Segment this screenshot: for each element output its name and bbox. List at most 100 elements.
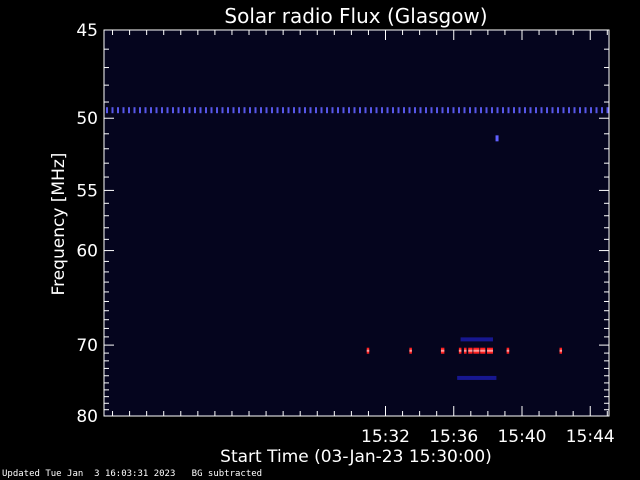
- footer-status: Updated Tue Jan 3 16:03:31 2023 BG subtr…: [2, 469, 262, 479]
- burst-core: [468, 349, 473, 352]
- emission-line-segment: [232, 107, 235, 114]
- emission-line-segment: [150, 107, 152, 114]
- emission-line-segment: [287, 107, 290, 114]
- emission-line-segment: [403, 107, 405, 114]
- emission-line-segment: [298, 107, 301, 114]
- emission-line-segment: [441, 107, 444, 114]
- emission-line-segment: [331, 107, 334, 114]
- emission-line-segment: [595, 107, 598, 114]
- burst-core: [366, 349, 370, 352]
- isolated-spike: [495, 135, 499, 142]
- emission-line-segment: [227, 107, 229, 114]
- emission-line-segment: [397, 107, 400, 114]
- emission-line-segment: [243, 107, 246, 114]
- emission-line-segment: [276, 107, 279, 114]
- updated-timestamp: Updated Tue Jan 3 16:03:31 2023: [2, 469, 176, 479]
- x-tick-label: 15:36: [429, 427, 478, 447]
- emission-line-segment: [337, 107, 339, 114]
- emission-line-segment: [452, 107, 455, 114]
- emission-line-segment: [216, 107, 218, 114]
- emission-line-segment: [447, 107, 449, 114]
- emission-line-segment: [518, 107, 521, 114]
- faint-band: [460, 337, 493, 342]
- emission-line-segment: [133, 107, 136, 114]
- emission-line-segment: [568, 107, 570, 114]
- emission-line-segment: [172, 107, 174, 114]
- emission-line-segment: [199, 107, 202, 114]
- x-tick-label: 15:40: [497, 427, 546, 447]
- emission-line-segment: [293, 107, 295, 114]
- emission-line-segment: [326, 107, 328, 114]
- x-tick-label: 15:32: [361, 427, 410, 447]
- burst-core: [440, 349, 445, 352]
- emission-line-segment: [161, 107, 163, 114]
- emission-line-segment: [606, 107, 609, 114]
- burst-core: [473, 349, 480, 352]
- y-tick-label: 60: [76, 242, 98, 262]
- emission-line-segment: [546, 107, 548, 114]
- emission-line-segment: [122, 107, 125, 114]
- emission-line-segment: [430, 107, 433, 114]
- emission-line-segment: [265, 107, 268, 114]
- emission-line-segment: [359, 107, 361, 114]
- plot-background: [104, 30, 609, 416]
- emission-line-segment: [348, 107, 350, 114]
- emission-line-segment: [557, 107, 559, 114]
- emission-line-segment: [177, 107, 180, 114]
- emission-line-segment: [425, 107, 427, 114]
- emission-line-segment: [524, 107, 526, 114]
- emission-line-segment: [573, 107, 576, 114]
- emission-features: [106, 107, 609, 380]
- burst-core: [480, 349, 486, 352]
- emission-line-segment: [590, 107, 592, 114]
- emission-line-segment: [320, 107, 323, 114]
- y-tick-label: 50: [76, 109, 98, 129]
- y-axis-title: Frequency [MHz]: [49, 153, 69, 296]
- emission-line-segment: [535, 107, 537, 114]
- emission-line-segment: [282, 107, 284, 114]
- x-tick-label: 15:44: [566, 427, 615, 447]
- emission-line-segment: [106, 107, 108, 114]
- y-tick-label: 55: [76, 181, 98, 201]
- emission-line-segment: [304, 107, 306, 114]
- emission-line-segment: [496, 107, 499, 114]
- emission-line-segment: [392, 107, 394, 114]
- emission-line-segment: [221, 107, 224, 114]
- emission-line-segment: [315, 107, 317, 114]
- emission-line-segment: [458, 107, 460, 114]
- emission-line-segment: [469, 107, 471, 114]
- emission-line-segment: [491, 107, 493, 114]
- x-axis-title: Start Time (03-Jan-23 15:30:00): [220, 447, 492, 467]
- plot-frame: [103, 29, 610, 417]
- emission-line-segment: [254, 107, 257, 114]
- emission-line-segment: [370, 107, 372, 114]
- emission-line-segment: [529, 107, 532, 114]
- emission-line-segment: [408, 107, 411, 114]
- emission-line-segment: [381, 107, 383, 114]
- emission-line-segment: [139, 107, 141, 114]
- emission-line-segment: [480, 107, 482, 114]
- burst-core: [409, 349, 412, 352]
- emission-line-segment: [485, 107, 488, 114]
- y-tick-label: 70: [76, 336, 98, 356]
- emission-line-segment: [419, 107, 422, 114]
- bg-note: BG subtracted: [191, 469, 263, 479]
- burst-core: [506, 349, 510, 352]
- emission-line-segment: [309, 107, 312, 114]
- emission-line-segment: [342, 107, 345, 114]
- y-tick-label: 45: [76, 21, 98, 41]
- emission-line-segment: [210, 107, 213, 114]
- emission-line-segment: [502, 107, 504, 114]
- emission-line-segment: [386, 107, 389, 114]
- emission-line-segment: [513, 107, 515, 114]
- emission-line-segment: [364, 107, 367, 114]
- emission-line-segment: [562, 107, 565, 114]
- y-tick-label: 80: [76, 407, 98, 427]
- burst-core: [458, 349, 462, 352]
- emission-line-segment: [166, 107, 169, 114]
- emission-line-segment: [260, 107, 262, 114]
- emission-line-segment: [117, 107, 119, 114]
- emission-line-segment: [414, 107, 416, 114]
- emission-line-segment: [463, 107, 466, 114]
